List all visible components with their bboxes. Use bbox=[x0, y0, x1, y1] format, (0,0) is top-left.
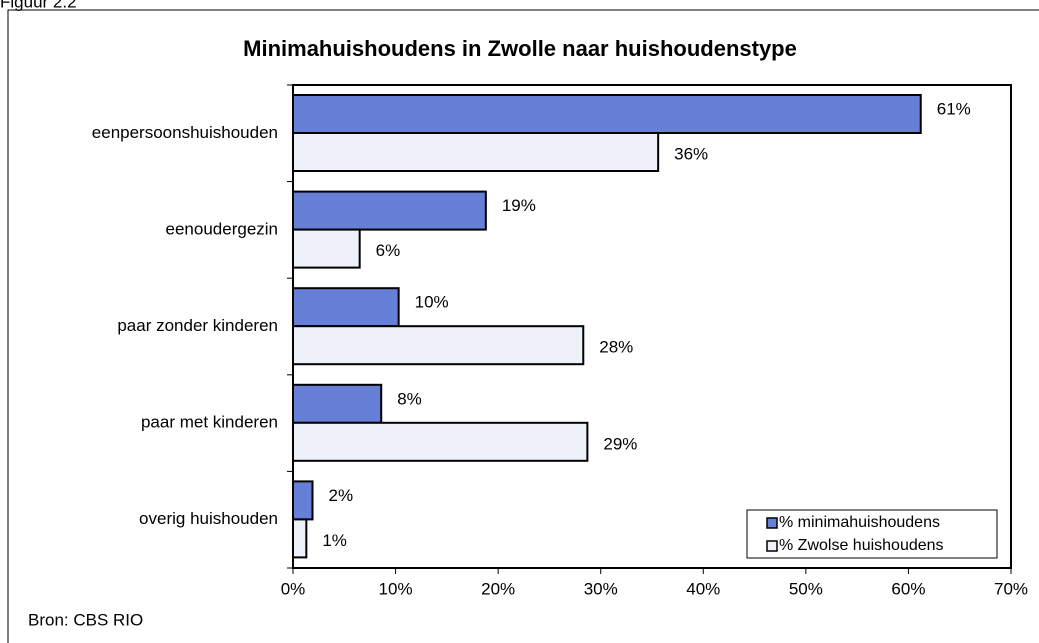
legend-swatch bbox=[766, 517, 778, 529]
y-tick-label: eenpersoonshuishouden bbox=[92, 123, 278, 142]
chart-title: Minimahuishoudens in Zwolle naar huishou… bbox=[243, 36, 797, 61]
frame bbox=[7, 9, 1039, 643]
y-tick-label: paar met kinderen bbox=[141, 413, 278, 432]
bar bbox=[292, 94, 922, 134]
value-label: 36% bbox=[674, 144, 708, 163]
bar bbox=[292, 480, 314, 521]
x-tick-label: 20% bbox=[481, 579, 515, 598]
bar bbox=[292, 421, 589, 462]
bar bbox=[292, 518, 308, 559]
source: Bron: CBS RIO bbox=[28, 610, 143, 629]
value-label: 61% bbox=[937, 99, 971, 118]
value-label: 19% bbox=[502, 196, 536, 215]
x-tick-label: 60% bbox=[891, 579, 925, 598]
value-label: 10% bbox=[415, 293, 449, 312]
value-label: 1% bbox=[322, 531, 347, 550]
figure-label: Figuur 2.2 bbox=[0, 0, 77, 11]
x-tick-label: 30% bbox=[584, 579, 618, 598]
bar bbox=[292, 325, 585, 366]
bar bbox=[292, 287, 400, 328]
value-label: 29% bbox=[603, 434, 637, 453]
value-label: 2% bbox=[328, 486, 353, 505]
value-label: 8% bbox=[397, 389, 422, 408]
x-tick-label: 10% bbox=[379, 579, 413, 598]
legend-label: % minimahuishoudens bbox=[779, 514, 940, 531]
legend-swatch bbox=[766, 540, 778, 552]
value-label: 6% bbox=[376, 241, 401, 260]
bar bbox=[292, 132, 660, 172]
legend-label: % Zwolse huishoudens bbox=[779, 537, 944, 554]
bar bbox=[292, 228, 361, 269]
x-tick-label: 50% bbox=[789, 579, 823, 598]
legend-box bbox=[746, 509, 998, 559]
y-tick-label: paar zonder kinderen bbox=[117, 316, 278, 335]
x-tick-label: 0% bbox=[281, 579, 306, 598]
y-tick-label: eenoudergezin bbox=[166, 219, 278, 238]
x-tick-label: 70% bbox=[994, 579, 1028, 598]
bar bbox=[292, 190, 487, 231]
x-tick-label: 40% bbox=[686, 579, 720, 598]
y-tick-label: overig huishouden bbox=[139, 509, 278, 528]
value-label: 28% bbox=[599, 338, 633, 357]
bar bbox=[292, 383, 383, 424]
